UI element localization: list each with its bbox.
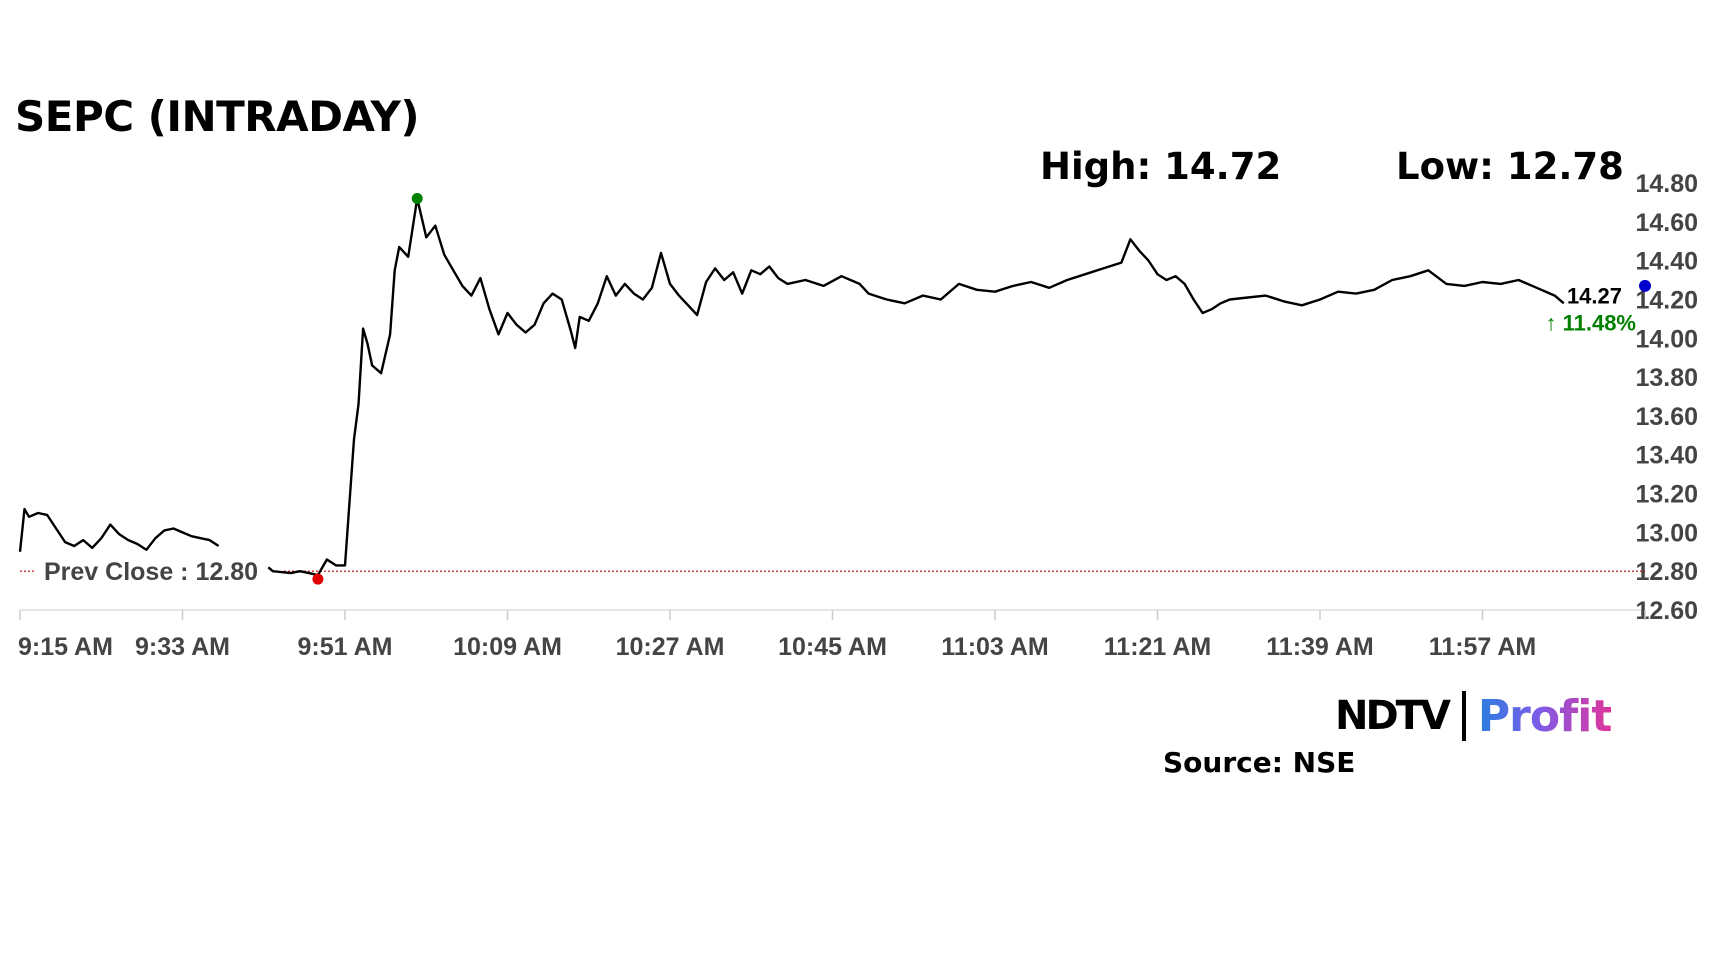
last-value-label: 14.27 [1567, 283, 1622, 308]
low-label: Low: 12.78 [1396, 145, 1624, 188]
last-marker [1639, 279, 1651, 292]
price-line [267, 197, 1565, 577]
y-tick-label: 12.60 [1635, 597, 1698, 625]
logo-divider [1461, 691, 1466, 741]
source-label: Source: NSE [1163, 746, 1356, 779]
prev-close-label-bg [36, 557, 282, 586]
logo-ndtv-text: NDTV [1335, 693, 1451, 739]
y-tick-label: 14.60 [1635, 209, 1698, 237]
x-tick-label: 9:33 AM [135, 633, 230, 661]
logo-profit-text: Profit [1477, 690, 1612, 742]
x-tick-label: 11:21 AM [1104, 633, 1211, 661]
y-tick-label: 14.80 [1635, 170, 1698, 198]
y-tick-label: 13.60 [1635, 403, 1698, 431]
chart-title: SEPC (INTRADAY) [15, 92, 420, 141]
y-tick-label: 14.40 [1635, 248, 1698, 276]
x-tick-label: 9:51 AM [298, 633, 393, 661]
low-marker [312, 573, 324, 585]
x-tick-label: 11:39 AM [1266, 633, 1373, 661]
y-tick-label: 13.20 [1635, 481, 1698, 509]
last-change-label: ↑ 11.48% [1545, 310, 1636, 335]
x-tick-label: 11:03 AM [941, 633, 1048, 661]
y-tick-label: 12.80 [1635, 558, 1698, 586]
high-marker [411, 193, 423, 205]
prev-close-label: Prev Close : 12.80 [44, 558, 258, 586]
high-label: High: 14.72 [1040, 145, 1282, 188]
price-line [18, 507, 220, 552]
y-tick-label: 13.40 [1635, 442, 1698, 470]
series-layer [18, 197, 1565, 577]
ndtv-profit-logo: NDTV Profit [1335, 688, 1612, 744]
x-tick-label: 10:27 AM [616, 633, 725, 661]
y-tick-label: 13.00 [1635, 519, 1698, 547]
x-tick-label: 11:57 AM [1429, 633, 1536, 661]
y-tick-label: 13.80 [1635, 364, 1698, 392]
x-tick-label: 10:45 AM [778, 633, 887, 661]
intraday-chart: 14.8014.6014.4014.2014.0013.8013.6013.40… [18, 170, 1698, 661]
x-tick-label: 9:15 AM [18, 633, 113, 661]
x-tick-label: 10:09 AM [453, 633, 562, 661]
y-tick-label: 14.00 [1635, 325, 1698, 353]
axis-layer: 14.8014.6014.4014.2014.0013.8013.6013.40… [18, 170, 1698, 661]
